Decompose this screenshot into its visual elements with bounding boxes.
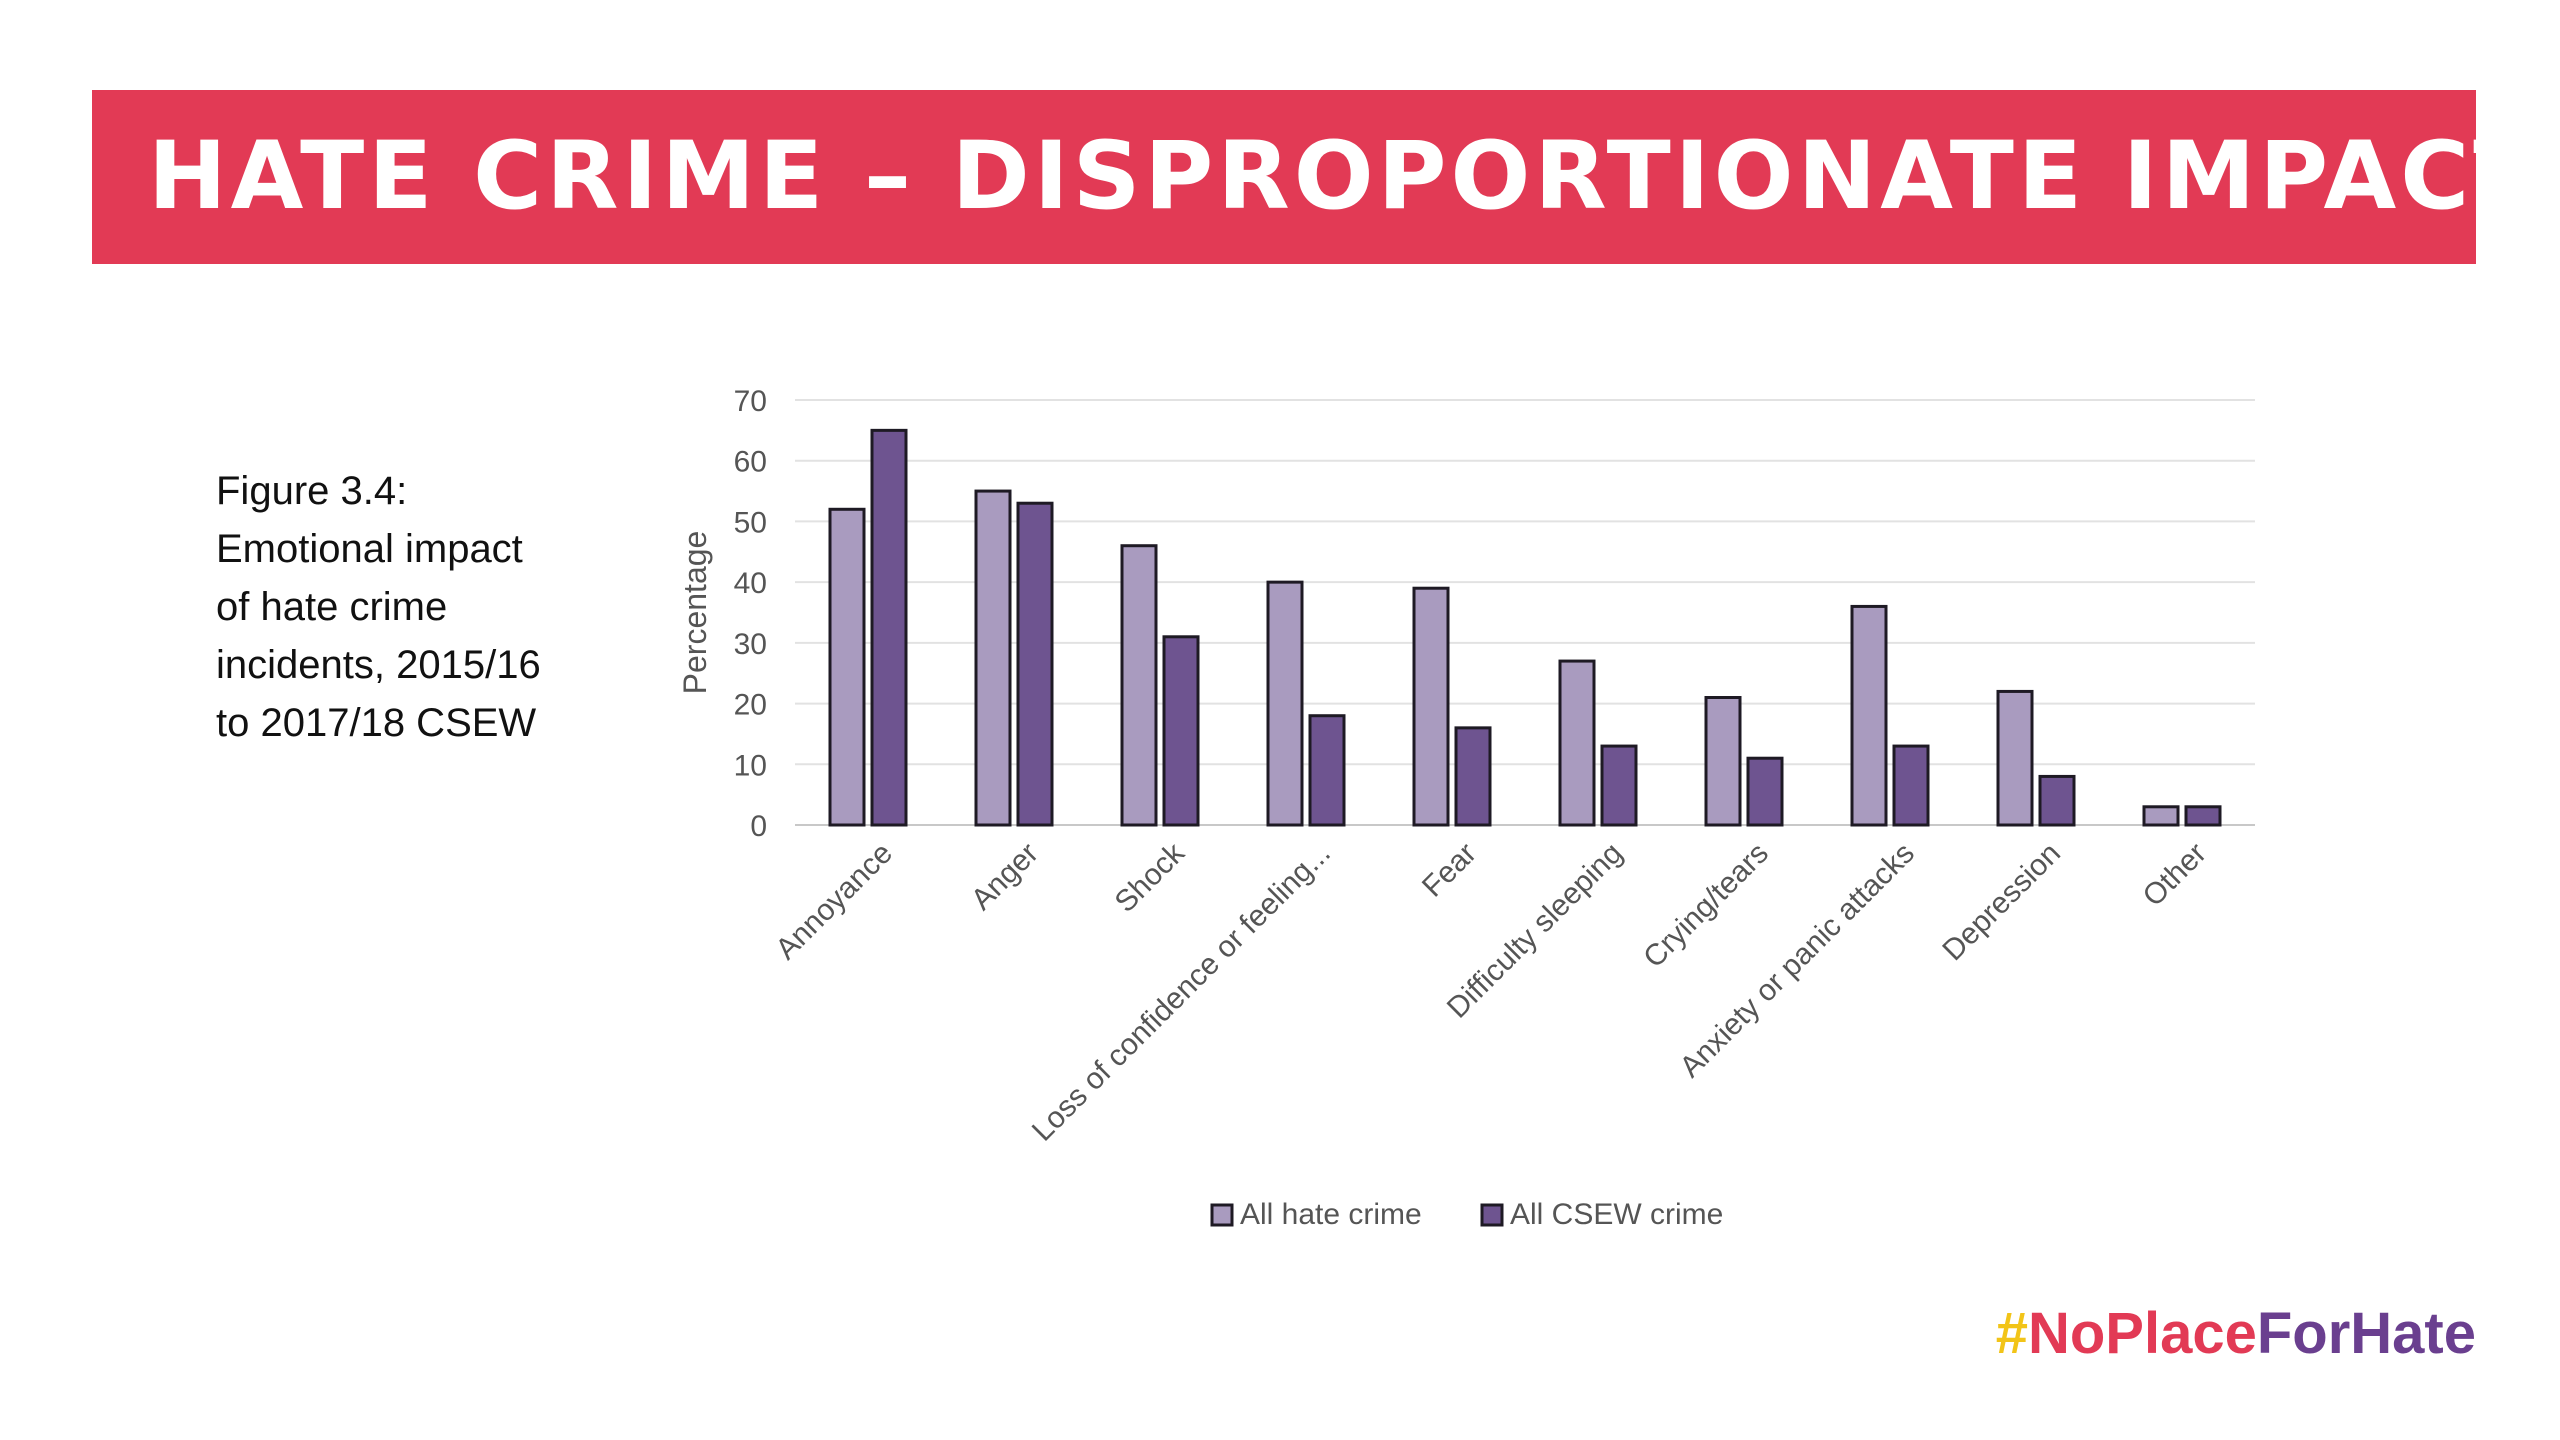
bar-all-hate-crime — [1558, 659, 1596, 827]
x-tick-label: Annoyance — [769, 837, 898, 966]
bar-all-csew-crime — [1308, 714, 1346, 827]
bar-all-csew-crime — [2184, 805, 2222, 827]
x-tick-label: Depression — [1936, 837, 2067, 968]
y-tick-label: 70 — [734, 385, 767, 418]
y-tick-label: 60 — [734, 446, 767, 479]
bar-all-csew-crime — [1162, 635, 1200, 827]
x-tick-label: Anger — [965, 837, 1045, 917]
hashtag-hash: # — [1995, 1301, 2028, 1366]
bar-all-csew-crime — [2038, 774, 2076, 827]
legend-swatch — [1480, 1203, 1504, 1227]
y-tick-label: 30 — [734, 628, 767, 661]
y-tick-label: 40 — [734, 567, 767, 600]
bar-all-hate-crime — [1120, 544, 1158, 827]
caption-line: to 2017/18 CSEW — [216, 701, 537, 745]
y-tick-label: 20 — [734, 689, 767, 722]
bar-all-hate-crime — [1266, 580, 1304, 827]
bar-all-hate-crime — [1704, 696, 1742, 827]
caption-line: of hate crime — [216, 585, 448, 629]
legend-label: All hate crime — [1240, 1198, 1422, 1231]
x-tick-label: Fear — [1416, 837, 1483, 904]
hashtag-part-noplace: NoPlace — [2027, 1301, 2257, 1366]
y-tick-label: 50 — [734, 506, 767, 539]
hashtag-logo: #NoPlaceForHate — [1996, 1300, 2476, 1367]
bar-all-csew-crime — [1016, 501, 1054, 827]
bar-all-hate-crime — [1412, 586, 1450, 827]
y-tick-label: 0 — [750, 810, 767, 843]
caption-line: Emotional impact — [216, 527, 523, 571]
caption-line: Figure 3.4: — [216, 469, 408, 513]
bar-all-csew-crime — [1454, 726, 1492, 827]
legend-swatch — [1210, 1203, 1234, 1227]
bar-all-csew-crime — [1600, 744, 1638, 827]
x-tick-label: Crying/tears — [1637, 837, 1775, 975]
bar-all-hate-crime — [1996, 689, 2034, 827]
x-tick-label: Shock — [1109, 836, 1192, 919]
x-tick-label: Loss of confidence or feeling... — [1026, 837, 1337, 1148]
y-tick-label: 10 — [734, 749, 767, 782]
bar-all-csew-crime — [870, 428, 908, 827]
bar-all-csew-crime — [1746, 756, 1784, 827]
bar-all-hate-crime — [2142, 805, 2180, 827]
page-title: HATE CRIME – DISPROPORTIONATE IMPACT — [148, 122, 2542, 231]
y-axis-label: Percentage — [677, 531, 713, 695]
bar-all-csew-crime — [1892, 744, 1930, 827]
figure-caption: Figure 3.4: Emotional impact of hate cri… — [216, 462, 636, 752]
title-banner: HATE CRIME – DISPROPORTIONATE IMPACT — [92, 90, 2537, 264]
bar-all-hate-crime — [1850, 604, 1888, 827]
bar-all-hate-crime — [828, 507, 866, 827]
bar-all-hate-crime — [974, 489, 1012, 827]
caption-line: incidents, 2015/16 — [216, 643, 541, 687]
hashtag-part-forhate: ForHate — [2256, 1301, 2476, 1366]
x-tick-label: Anxiety or panic attacks — [1674, 837, 1921, 1084]
x-tick-label: Other — [2137, 837, 2213, 913]
legend-label: All CSEW crime — [1510, 1198, 1723, 1231]
